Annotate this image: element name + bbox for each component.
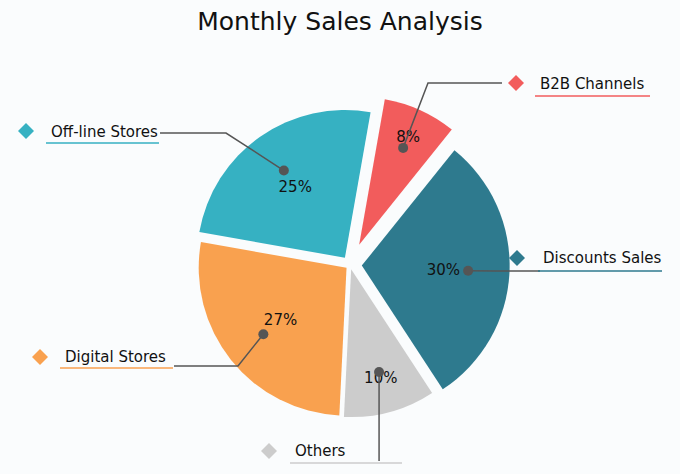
svg-text:Off-line Stores: Off-line Stores [51, 123, 158, 141]
svg-text:27%: 27% [264, 311, 297, 329]
svg-text:Monthly Sales Analysis: Monthly Sales Analysis [197, 7, 483, 36]
svg-text:Digital Stores: Digital Stores [65, 348, 166, 366]
svg-text:B2B Channels: B2B Channels [540, 75, 644, 93]
svg-text:8%: 8% [396, 128, 420, 146]
svg-text:10%: 10% [364, 369, 397, 387]
svg-text:Discounts Sales: Discounts Sales [543, 249, 662, 267]
svg-text:Others: Others [295, 442, 346, 460]
svg-text:30%: 30% [427, 261, 460, 279]
svg-text:25%: 25% [279, 178, 312, 196]
